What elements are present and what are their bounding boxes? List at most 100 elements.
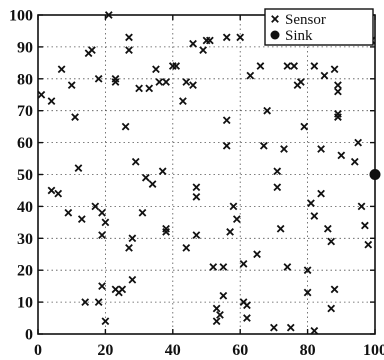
sensor-point — [232, 215, 241, 224]
sensor-point — [71, 113, 79, 121]
sensor-point — [334, 87, 342, 96]
sensor-point — [81, 298, 90, 306]
sensor-point — [152, 65, 160, 74]
sensor-point — [94, 298, 103, 306]
legend-sensor-marker — [271, 15, 279, 23]
sensor-point — [361, 221, 369, 230]
sensor-point — [182, 78, 191, 86]
sensor-point — [296, 78, 305, 86]
sensor-point — [192, 183, 201, 192]
sensor-point — [192, 192, 201, 201]
sensor-point — [57, 65, 66, 74]
sensor-point — [91, 202, 100, 211]
y-tick-label: 50 — [17, 167, 33, 184]
sensor-point — [253, 250, 261, 259]
sensor-point — [104, 11, 113, 19]
x-tick-label: 40 — [165, 342, 181, 359]
y-tick-label: 0 — [25, 327, 33, 344]
y-tick-label: 20 — [17, 263, 33, 280]
sensor-point — [77, 215, 86, 224]
sensor-point — [327, 304, 336, 313]
sensor-point — [226, 228, 234, 236]
sensor-point — [290, 62, 298, 70]
sensor-point — [64, 208, 73, 217]
x-tick-label: 0 — [34, 342, 42, 359]
sensor-point — [118, 285, 127, 294]
sensor-point — [327, 237, 336, 246]
y-axis-tick-labels: 0 10 20 30 40 50 60 70 80 90 100 — [9, 8, 33, 344]
sensor-point — [37, 90, 46, 99]
sensor-point — [94, 74, 103, 83]
sensor-point — [162, 78, 170, 86]
sensor-point — [148, 180, 157, 188]
y-tick-label: 10 — [17, 295, 33, 312]
sensor-point — [310, 212, 319, 220]
sensor-point — [323, 224, 332, 233]
sensor-point — [330, 285, 339, 294]
y-tick-label: 70 — [17, 103, 33, 120]
sensor-point — [125, 243, 133, 252]
sensor-point — [219, 263, 228, 271]
y-tick-label: 80 — [17, 71, 33, 88]
sensor-point — [121, 122, 130, 131]
grid-lines — [37, 14, 376, 335]
sensor-point — [276, 224, 285, 233]
sensor-point — [205, 36, 214, 45]
sensor-point — [98, 208, 106, 217]
sensor-point — [128, 275, 137, 284]
sensor-point — [357, 202, 366, 211]
sensor-point — [334, 81, 342, 90]
legend-sink-label: Sink — [285, 28, 313, 44]
sensor-point — [273, 183, 282, 192]
sensor-point — [47, 97, 56, 106]
sensor-point — [128, 234, 137, 243]
sensor-point — [101, 218, 110, 227]
sensor-point — [172, 62, 181, 70]
sensor-point — [229, 202, 238, 211]
x-tick-label: 20 — [97, 342, 113, 359]
sensor-point — [98, 231, 106, 239]
y-tick-label: 60 — [17, 135, 33, 152]
sensor-point — [317, 145, 325, 153]
sensor-point — [67, 81, 76, 90]
legend-sensor-label: Sensor — [285, 12, 326, 28]
legend-sink-marker — [270, 30, 280, 40]
sensor-point — [310, 326, 319, 335]
sensor-point — [243, 301, 251, 310]
sensor-point — [243, 314, 251, 322]
x-tick-label: 60 — [232, 342, 248, 359]
sensor-point — [222, 116, 231, 125]
sensor-point — [98, 282, 106, 291]
y-tick-label: 30 — [17, 231, 33, 248]
sensor-point — [222, 33, 231, 42]
sensor-point — [222, 141, 231, 150]
legend: Sensor Sink — [264, 8, 374, 46]
sensor-point — [189, 39, 197, 48]
y-tick-label: 90 — [17, 39, 33, 56]
sensor-point — [145, 84, 154, 93]
sensor-point — [189, 81, 197, 90]
sensor-point — [300, 122, 309, 131]
sensor-point — [273, 167, 282, 176]
sensor-point — [54, 189, 63, 198]
sensor-point — [286, 323, 295, 332]
sensor-point — [209, 263, 218, 271]
sensor-point — [216, 310, 224, 319]
sensor-point — [330, 65, 339, 74]
x-axis-tick-labels: 0 20 40 60 80 100 — [34, 342, 384, 359]
sensor-point — [101, 317, 110, 326]
x-tick-label: 100 — [363, 342, 384, 359]
sensor-point — [320, 71, 329, 80]
sensor-point — [135, 84, 143, 93]
sink-point — [369, 169, 381, 180]
sensor-point — [162, 228, 170, 236]
sensor-point — [125, 33, 133, 42]
sensor-point — [303, 266, 312, 275]
sensor-point — [192, 231, 201, 239]
sensor-point — [354, 138, 363, 147]
sensor-point — [199, 46, 208, 54]
sensor-point — [256, 62, 265, 70]
sensor-point — [74, 164, 83, 172]
x-tick-label: 80 — [300, 342, 316, 359]
sensor-point — [47, 186, 56, 195]
